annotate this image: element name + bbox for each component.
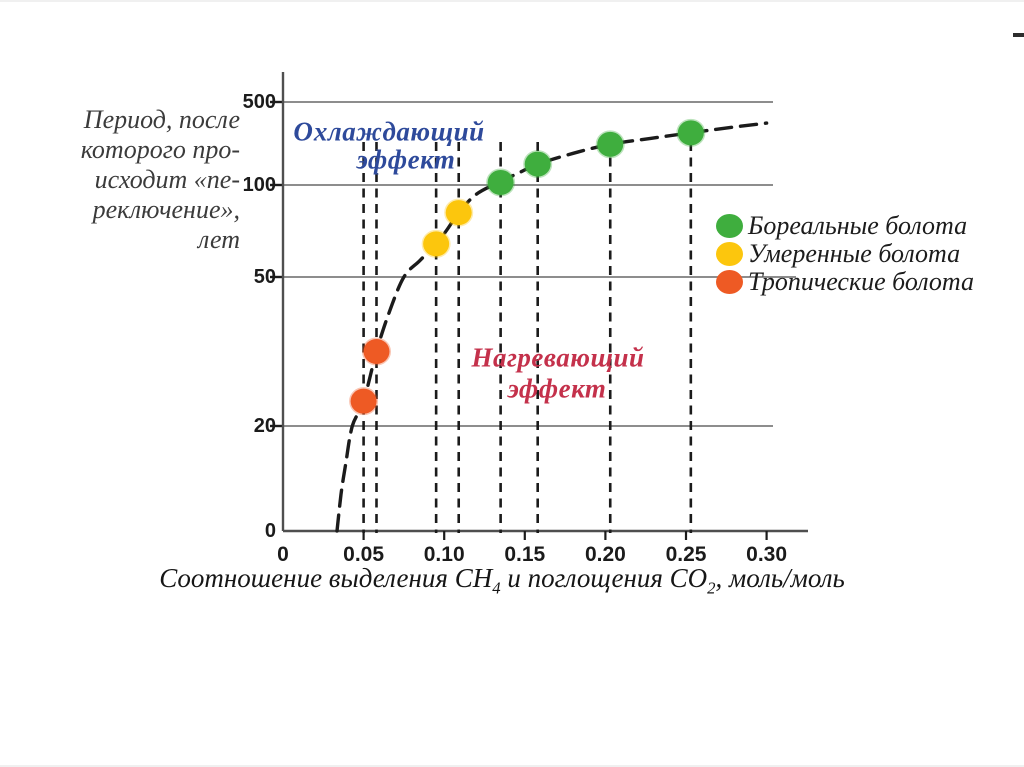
y-axis-title: Период, после которого про-исходит «пе-ре…: [50, 105, 240, 255]
legend-row: Бореальные болота: [716, 212, 974, 240]
data-point-бореальные: [523, 150, 553, 179]
y-tick-label-50: 50: [253, 266, 276, 288]
x-tick-label-0.30: 0.30: [746, 543, 788, 566]
y-axis-title-line: исходит «пе-: [94, 165, 240, 194]
x-axis-title-subscript: 2: [707, 578, 716, 598]
data-point-тропические: [361, 337, 391, 366]
y-tick-label-20: 20: [253, 415, 276, 437]
legend-label: Бореальные болота: [748, 211, 968, 240]
x-axis-title-subscript: 4: [492, 578, 501, 598]
legend-label: Тропические болота: [748, 267, 974, 296]
legend-dot-icon: [716, 270, 743, 294]
annotation-warming-line2: эффект: [507, 373, 607, 404]
data-point-умеренные: [421, 229, 451, 258]
data-point-тропические: [349, 387, 379, 416]
y-axis-title-line: Период, после: [83, 105, 240, 134]
y-axis-title-line: реключение»,: [92, 195, 240, 224]
y-tick-label-500: 500: [242, 91, 276, 113]
annotation-cooling-line2: эффект: [356, 144, 456, 175]
edge-mark: [1013, 33, 1024, 37]
x-tick-label-0.10: 0.10: [423, 543, 465, 566]
legend-row: Умеренные болота: [716, 240, 974, 268]
x-tick-label-0: 0: [277, 543, 289, 566]
x-axis-title-segment: и поглощения CO: [500, 563, 708, 593]
data-point-умеренные: [444, 198, 474, 227]
annotation-warming-line1: Нагревающий: [471, 342, 645, 373]
y-axis-title-line: лет: [198, 225, 240, 254]
x-axis-title-segment: Соотношение выделения CH: [159, 563, 493, 593]
data-point-бореальные: [486, 168, 516, 197]
x-axis-title: Соотношение выделения CH4 и поглощения C…: [159, 563, 845, 598]
x-tick-label-0.05: 0.05: [343, 543, 385, 566]
y-tick-label-0: 0: [264, 520, 276, 542]
y-axis-title-line: которого про-: [80, 135, 240, 164]
legend-dot-icon: [716, 214, 743, 238]
y-tick-label-100: 100: [242, 174, 276, 196]
legend-dot-icon: [716, 242, 743, 266]
legend-label: Умеренные болота: [748, 239, 961, 268]
chart-legend: Бореальные болота Умеренные болота Тропиче…: [716, 212, 974, 296]
x-tick-label-0.15: 0.15: [504, 543, 546, 566]
x-tick-label-0.25: 0.25: [665, 543, 707, 566]
data-point-бореальные: [676, 118, 706, 147]
legend-row: Тропические болота: [716, 268, 974, 296]
annotation-cooling-line1: Охлаждающий: [293, 116, 485, 147]
x-tick-label-0.20: 0.20: [584, 543, 626, 566]
x-axis-title-segment: , моль/моль: [715, 563, 845, 593]
data-point-бореальные: [595, 130, 625, 159]
